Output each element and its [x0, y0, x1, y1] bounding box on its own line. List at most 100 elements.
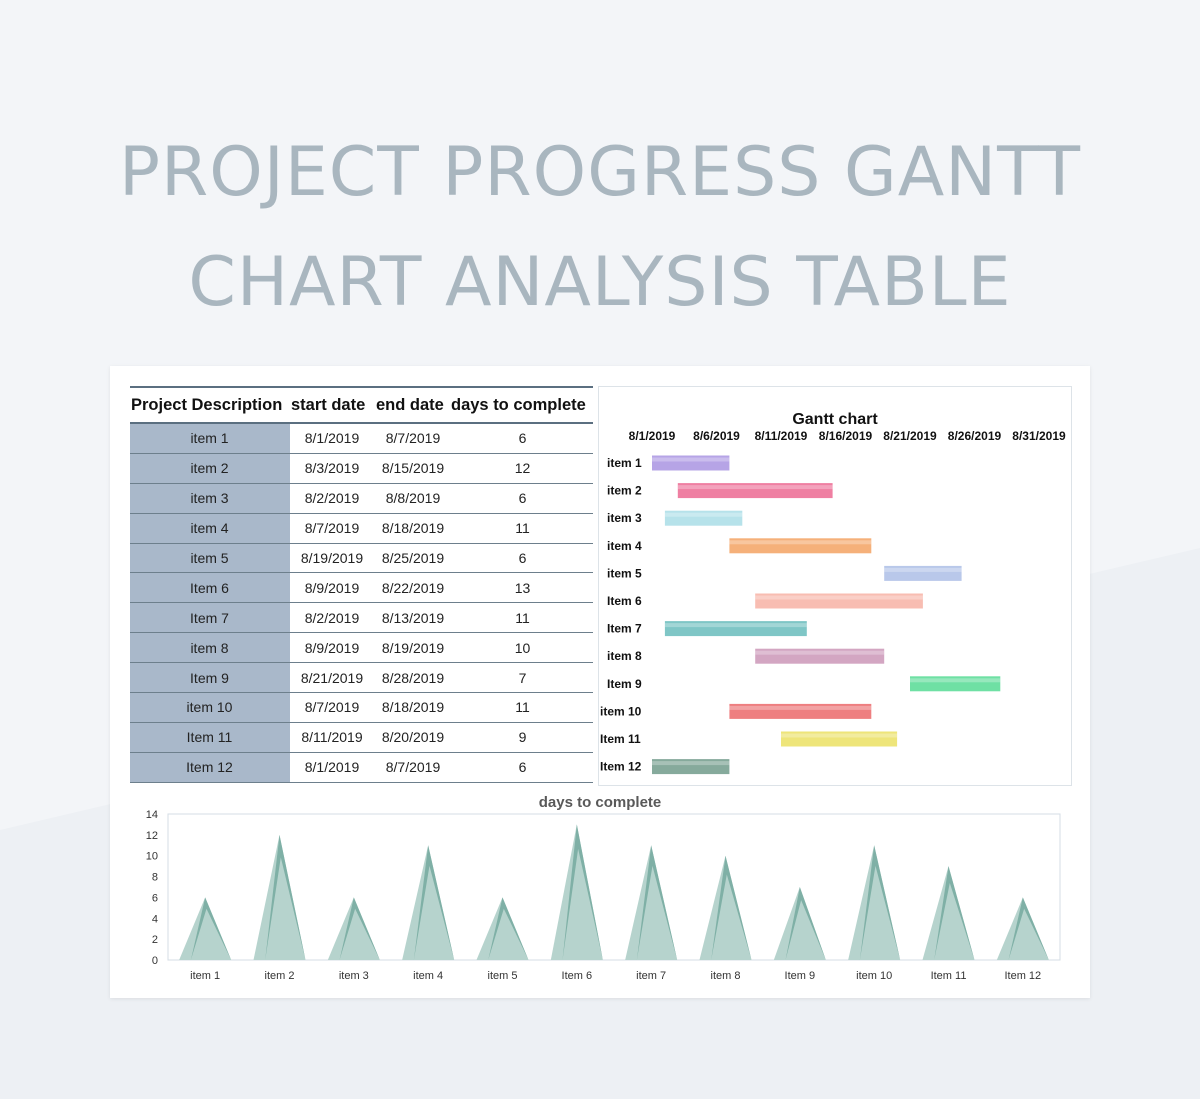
gantt-title: Gantt chart	[792, 411, 878, 428]
cell-project-name: Item 11	[130, 722, 290, 752]
project-table: Project Description start date end date …	[130, 386, 593, 783]
area-peak-shade	[562, 824, 603, 960]
cell-days-to-complete: 6	[518, 490, 527, 507]
cell-start-date: 8/21/2019	[300, 669, 364, 686]
gantt-x-tick-label: 8/21/2019	[883, 429, 937, 443]
cell-days-to-complete: 13	[514, 579, 531, 596]
cell-end-date: 8/15/2019	[381, 460, 445, 477]
area-chart-title: days to complete	[539, 794, 662, 811]
area-y-tick-label: 4	[152, 913, 158, 925]
area-y-tick-label: 14	[146, 809, 158, 821]
cell-start-date: 8/19/2019	[300, 550, 364, 566]
area-x-tick-label: Item 9	[785, 970, 816, 982]
cell-days-to-complete: 7	[518, 669, 527, 686]
gantt-bar	[652, 759, 730, 775]
table-row: item 10 8/7/2019 8/18/2019 11	[130, 693, 593, 723]
gantt-task-label: item 1	[607, 456, 642, 470]
area-x-tick-label: item 4	[413, 970, 443, 982]
cell-start-date: 8/7/2019	[304, 699, 360, 716]
header-start-date: start date	[291, 395, 366, 414]
cell-days-to-complete: 12	[514, 460, 531, 477]
gantt-bar	[884, 565, 962, 581]
cell-days-to-complete: 11	[515, 609, 530, 626]
area-peak-shade	[339, 897, 380, 960]
area-peak-shade	[488, 897, 529, 960]
gantt-bar-sheen	[729, 540, 872, 545]
gantt-bar-sheen	[755, 650, 885, 655]
cell-start-date: 8/2/2019	[304, 609, 360, 626]
area-x-tick-label: Item 6	[562, 970, 593, 982]
area-peak-shade	[413, 845, 455, 960]
area-peak	[476, 897, 529, 960]
area-peak	[773, 887, 826, 960]
cell-start-date: 8/1/2019	[304, 759, 360, 776]
area-peak	[922, 866, 975, 960]
gantt-bar-sheen	[781, 733, 898, 738]
cell-days-to-complete: 11	[515, 699, 530, 716]
cell-end-date: 8/19/2019	[381, 639, 445, 656]
cell-end-date: 8/13/2019	[381, 609, 445, 626]
area-peak	[402, 845, 455, 960]
gantt-bar-sheen	[664, 512, 743, 517]
area-y-tick-label: 0	[152, 955, 158, 967]
gantt-bar-sheen	[664, 623, 807, 628]
gantt-x-tick-label: 8/6/2019	[693, 429, 740, 443]
gantt-bar	[677, 483, 833, 499]
cell-project-name: item 4	[130, 513, 290, 543]
area-peak-shade	[1008, 897, 1049, 960]
gantt-task-label: Item 11	[600, 732, 641, 746]
gantt-bar-sheen	[677, 485, 833, 490]
area-peak-shade	[785, 887, 826, 960]
area-y-tick-label: 10	[146, 851, 158, 863]
area-x-tick-label: item 10	[856, 970, 892, 982]
table-top-rule	[130, 386, 593, 388]
cell-project-name: item 3	[130, 483, 290, 513]
gantt-bar-sheen	[910, 678, 1001, 683]
table-row: Item 9 8/21/2019 8/28/2019 7	[130, 663, 593, 694]
title-line-1: PROJECT PROGRESS GANTT	[118, 133, 1081, 212]
gantt-x-tick-label: 8/1/2019	[629, 429, 676, 443]
table-row: Item 7 8/2/2019 8/13/2019 11	[130, 603, 593, 634]
cell-start-date: 8/1/2019	[304, 430, 360, 447]
area-peak	[253, 834, 306, 960]
area-x-tick-label: item 2	[265, 970, 295, 982]
cell-end-date: 8/20/2019	[381, 729, 445, 746]
area-peak	[848, 845, 901, 960]
days-chart-svg: days to complete 0 2 4 6 8 10 12 14 item 1 item 2 i…	[146, 794, 1061, 982]
cell-end-date: 8/22/2019	[381, 579, 445, 596]
area-y-tick-label: 2	[152, 934, 158, 946]
days-to-complete-chart: days to complete 0 2 4 6 8 10 12 14 item 1 item 2 i…	[110, 786, 1090, 998]
gantt-bar-sheen	[729, 705, 872, 710]
header-days-to-complete: days to complete	[451, 395, 586, 414]
gantt-task-label: item 4	[607, 539, 642, 553]
table-row: Item 12 8/1/2019 8/7/2019 6	[130, 752, 593, 783]
cell-end-date: 8/25/2019	[381, 550, 445, 566]
cell-days-to-complete: 6	[518, 430, 527, 447]
table-header-row: Project Description start date end date …	[130, 388, 593, 424]
cell-project-name: Item 12	[130, 752, 290, 782]
area-peak-shade	[636, 845, 678, 960]
cell-project-name: item 10	[130, 693, 290, 722]
area-x-tick-label: item 8	[711, 970, 741, 982]
area-peak	[179, 897, 232, 960]
cell-days-to-complete: 6	[518, 550, 527, 566]
header-project-description: Project Description	[131, 395, 283, 414]
cell-end-date: 8/7/2019	[385, 430, 441, 447]
area-y-tick-label: 6	[152, 892, 158, 904]
table-body: item 1 8/1/2019 8/7/2019 6 item 2 8/3/2019 8/1…	[130, 424, 593, 783]
cell-end-date: 8/18/2019	[381, 699, 445, 716]
gantt-x-tick-label: 8/16/2019	[819, 429, 873, 443]
cell-project-name: item 2	[130, 453, 290, 483]
table-row: item 5 8/19/2019 8/25/2019 6	[130, 543, 593, 574]
cell-start-date: 8/9/2019	[304, 639, 360, 656]
table-row: Item 11 8/11/2019 8/20/2019 9	[130, 722, 593, 753]
gantt-bar-sheen	[755, 595, 923, 600]
area-y-tick-label: 8	[152, 872, 158, 884]
gantt-bar-sheen	[884, 567, 962, 572]
cell-start-date: 8/9/2019	[304, 579, 360, 596]
cell-start-date: 8/2/2019	[304, 490, 360, 507]
area-peak-shade	[859, 845, 901, 960]
area-x-tick-label: item 5	[488, 970, 518, 982]
gantt-bar-sheen	[652, 761, 730, 766]
title-line-2: CHART ANALYSIS TABLE	[188, 243, 1012, 322]
